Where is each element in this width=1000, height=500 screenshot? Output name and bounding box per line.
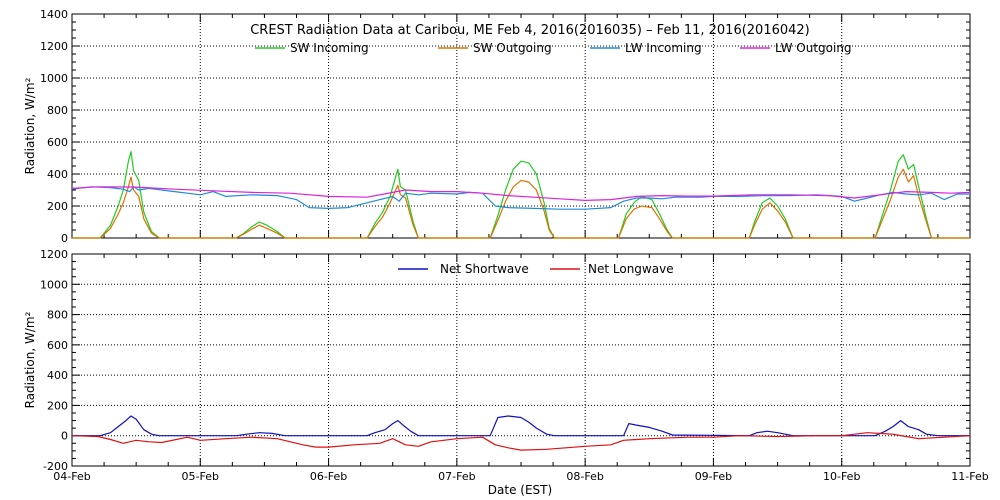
- series-line-lw-outgoing: [71, 186, 971, 201]
- y-tick-label: 0: [61, 232, 68, 245]
- x-tick-label: 04-Feb: [53, 470, 90, 483]
- y-axis-title: Radiation, W/m²: [23, 77, 37, 174]
- x-tick-label: 07-Feb: [438, 470, 475, 483]
- x-tick-label: 05-Feb: [182, 470, 219, 483]
- y-tick-label: 1000: [40, 72, 68, 85]
- y-tick-label: 1200: [40, 248, 68, 261]
- y-tick-label: 0: [61, 430, 68, 443]
- legend-label: SW Outgoing: [473, 41, 552, 55]
- x-tick-label: 10-Feb: [823, 470, 860, 483]
- y-tick-label: 400: [47, 369, 68, 382]
- x-tick-label: 06-Feb: [310, 470, 347, 483]
- legend-label: Net Shortwave: [440, 262, 529, 276]
- series-line-net-shortwave: [72, 415, 970, 437]
- series-line-sw-incoming: [72, 151, 970, 239]
- y-tick-label: 600: [47, 136, 68, 149]
- y-tick-label: 800: [47, 309, 68, 322]
- legend-label: LW Incoming: [625, 41, 702, 55]
- top-panel: 0 200 400 600 800 1000 1200 1400 Radiation, W/m²…: [23, 8, 971, 245]
- y-tick-label: 200: [47, 200, 68, 213]
- y-tick-label: 1000: [40, 278, 68, 291]
- legend-label: Net Longwave: [588, 262, 674, 276]
- bottom-panel: -200 0 200 400 600 800 1000 1200 Radiation, W/m²…: [23, 248, 989, 483]
- x-tick-label: 09-Feb: [695, 470, 732, 483]
- y-tick-label: 800: [47, 104, 68, 117]
- legend-label: SW Incoming: [290, 41, 369, 55]
- series-line-sw-outgoing: [72, 168, 970, 239]
- y-tick-label: -200: [43, 460, 68, 473]
- plot-frame: [71, 253, 971, 467]
- y-tick-label: 200: [47, 399, 68, 412]
- x-tick-label: 11-Feb: [951, 470, 988, 483]
- x-axis-title: Date (EST): [488, 483, 552, 497]
- y-tick-label: 1200: [40, 40, 68, 53]
- x-tick-label: 08-Feb: [566, 470, 603, 483]
- y-tick-label: 400: [47, 168, 68, 181]
- y-tick-label: 1400: [40, 8, 68, 21]
- series-line-net-longwave: [71, 432, 971, 451]
- y-axis-title: Radiation, W/m²: [23, 311, 37, 408]
- legend-label: LW Outgoing: [775, 41, 852, 55]
- y-tick-label: 600: [47, 339, 68, 352]
- chart-title: CREST Radiation Data at Caribou, ME Feb …: [250, 23, 810, 38]
